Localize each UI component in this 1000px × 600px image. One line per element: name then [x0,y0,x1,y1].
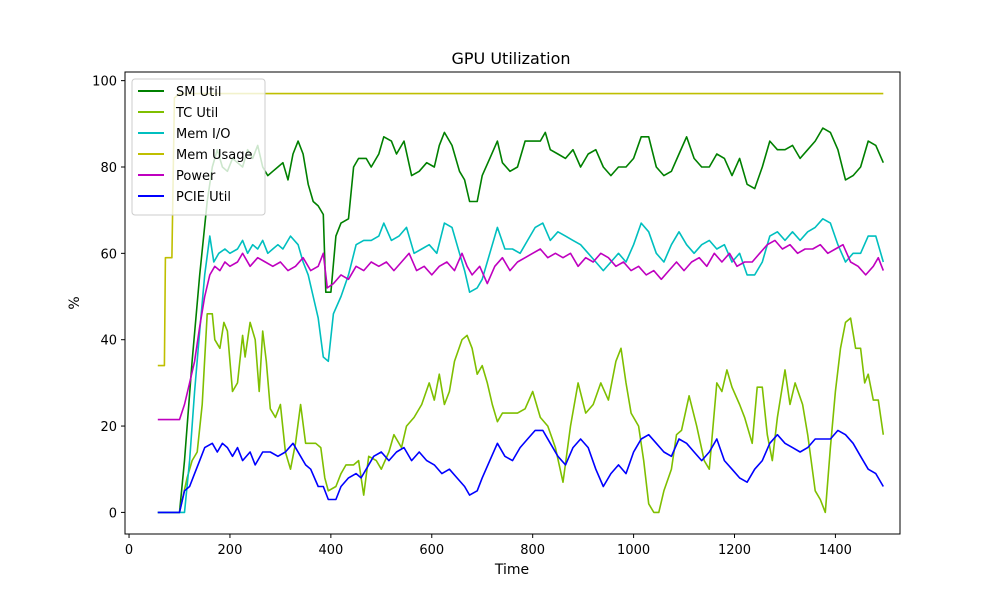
legend-label: Mem I/O [176,127,230,142]
legend-label: Mem Usage [176,148,253,163]
y-tick-label: 40 [100,334,117,349]
legend-label: PCIE Util [176,190,231,205]
x-axis: 0 200 400 600 800 1000 1200 1400 [125,534,852,558]
y-tick-label: 20 [100,420,117,435]
series-line-tc-util [157,313,885,514]
x-tick-label: 1000 [617,543,650,558]
x-axis-title: Time [494,562,529,578]
series-layer [157,92,885,514]
x-tick-label: 200 [218,543,243,558]
y-tick-label: 60 [100,247,117,262]
y-tick-label: 0 [109,506,117,521]
legend-box [131,78,266,216]
legend-label: SM Util [176,85,221,100]
x-tick-label: 1400 [819,543,852,558]
plot-frame [124,71,901,535]
x-tick-label: 800 [520,543,545,558]
legend: SM Util TC Util Mem I/O Mem Usage Power PCIE … [131,78,266,216]
y-axis-title: % [67,296,83,309]
y-tick-label: 80 [100,161,117,176]
chart-title: GPU Utilization [451,49,570,68]
x-tick-label: 1200 [718,543,751,558]
series-line-power [157,239,885,421]
x-tick-label: 0 [125,543,133,558]
x-tick-label: 600 [419,543,444,558]
x-tick-label: 400 [318,543,343,558]
y-axis: 0 20 40 60 80 100 [92,75,125,521]
series-line-pcie-util [157,429,884,514]
y-tick-label: 100 [92,75,117,90]
series-line-sm-util [157,127,885,514]
legend-label: Power [176,169,216,184]
series-line-mem-i-o [157,218,885,514]
legend-label: TC Util [175,106,218,121]
